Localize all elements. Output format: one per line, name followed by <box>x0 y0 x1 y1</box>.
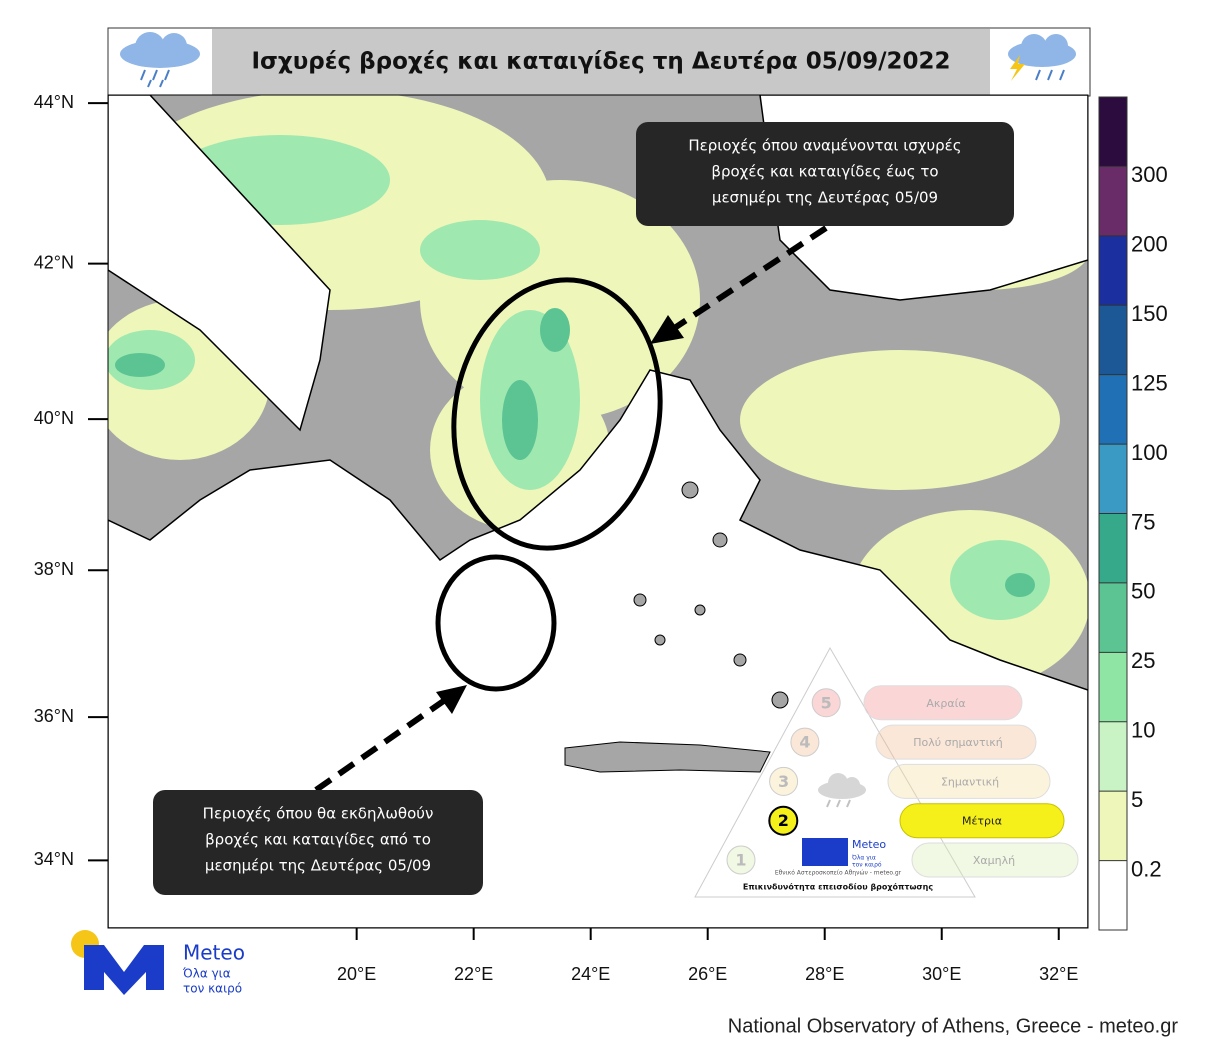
risk-pill <box>863 685 1023 721</box>
x-tick-label: 20°E <box>337 964 376 984</box>
pyramid-brand: Meteo <box>852 838 886 851</box>
pyramid-title: Επικινδυνότητα επεισοδίου βροχόπτωσης <box>743 882 933 892</box>
storm-icon <box>1008 34 1076 81</box>
risk-number: 1 <box>735 851 746 870</box>
colorbar-label: 75 <box>1131 509 1155 534</box>
y-tick-label: 42°N <box>34 252 74 272</box>
colorbar-label: 300 <box>1131 162 1168 187</box>
x-tick-label: 26°E <box>688 964 727 984</box>
x-tick-label: 28°E <box>805 964 844 984</box>
y-tick-label: 40°N <box>34 408 74 428</box>
colorbar-segment <box>1099 97 1127 167</box>
callout-text: βροχές και καταιγίδες έως το <box>711 163 938 181</box>
logo-slogan: τον καιρό <box>183 982 242 996</box>
colorbar-segment <box>1099 305 1127 375</box>
rain-icon <box>120 32 200 88</box>
risk-circle <box>726 845 756 875</box>
risk-pyramid: Meteo Όλα για τον καιρό Εθνικό Αστεροσκο… <box>694 646 1079 898</box>
risk-circle <box>811 688 841 718</box>
risk-label: Χαμηλή <box>973 854 1015 867</box>
risk-number: 3 <box>778 772 789 791</box>
colorbar-label: 0.2 <box>1131 856 1162 881</box>
x-tick-label: 30°E <box>922 964 961 984</box>
logo-brand: Meteo <box>183 941 245 965</box>
callout-text: βροχές και καταιγίδες από το <box>205 831 431 849</box>
pyramid-org: Εθνικό Αστεροσκοπείο Αθηνών - meteo.gr <box>775 870 902 877</box>
colorbar-segment <box>1099 166 1127 236</box>
footer: National Observatory of Athens, Greece -… <box>728 1015 1179 1037</box>
risk-pill <box>899 803 1065 839</box>
y-tick-label: 34°N <box>34 849 74 869</box>
colorbar-segment <box>1099 791 1127 861</box>
risk-pill <box>875 724 1037 760</box>
colorbar-segment <box>1099 652 1127 722</box>
colorbar-segment <box>1099 582 1127 653</box>
colorbar-segment <box>1099 721 1127 792</box>
callouts: Περιοχές όπου αναμένονται ισχυρές βροχές … <box>153 122 1014 895</box>
y-tick-label: 36°N <box>34 706 74 726</box>
risk-label: Σημαντική <box>941 775 999 788</box>
map-frame <box>107 94 1089 929</box>
colorbar-label: 5 <box>1131 787 1143 812</box>
callout-box <box>153 790 483 895</box>
title: Ισχυρές βροχές και καταιγίδες τη Δευτέρα… <box>251 49 950 75</box>
arrow-north <box>650 225 828 344</box>
colorbar-label: 100 <box>1131 440 1168 465</box>
y-tick-label: 44°N <box>34 92 74 112</box>
callout-box <box>636 122 1014 226</box>
risk-label: Μέτρια <box>962 815 1002 828</box>
y-tick-label: 38°N <box>34 559 74 579</box>
colorbar-label: 50 <box>1131 579 1155 604</box>
colorbar-label: 25 <box>1131 648 1155 673</box>
logo: Meteo Όλα για τον καιρό <box>71 930 245 996</box>
colorbar-label: 10 <box>1131 718 1155 743</box>
rain-heavy <box>115 308 1035 597</box>
pyramid-shape <box>694 646 976 898</box>
callout-text: Περιοχές όπου αναμένονται ισχυρές <box>688 137 961 155</box>
header-band <box>212 29 990 95</box>
colorbar-segment <box>1099 235 1127 306</box>
highlight-north <box>451 277 663 551</box>
colorbar-label: 125 <box>1131 370 1168 395</box>
risk-circle <box>768 805 799 836</box>
risk-pill <box>911 842 1079 878</box>
crete <box>564 741 771 773</box>
pyramid-slogan: τον καιρό <box>852 862 882 869</box>
risk-circle <box>769 766 799 796</box>
rain-moderate <box>108 135 1050 655</box>
risk-number: 4 <box>799 733 810 752</box>
risk-circle <box>790 727 820 757</box>
logo-slogan: Όλα για <box>182 967 231 981</box>
risk-number: 2 <box>778 811 789 830</box>
pyramid-logo <box>802 838 848 866</box>
arrow-south <box>314 685 467 793</box>
risk-pill <box>887 763 1051 799</box>
colorbar-segment <box>1099 860 1127 930</box>
colorbar-label: 150 <box>1131 301 1168 326</box>
x-tick-label: 24°E <box>571 964 610 984</box>
highlight-south <box>435 554 557 692</box>
colorbar-segment <box>1099 513 1127 583</box>
risk-number: 5 <box>821 693 832 712</box>
colorbar-segment <box>1099 444 1127 514</box>
colorbar-segment <box>1099 374 1127 445</box>
callout-text: μεσημέρι της Δευτέρας 05/09 <box>712 189 938 207</box>
colorbar-label: 200 <box>1131 232 1168 257</box>
cloud-icon <box>818 773 866 808</box>
islands <box>633 481 789 709</box>
pyramid-slogan: Όλα για <box>851 855 876 862</box>
x-tick-label: 32°E <box>1039 964 1078 984</box>
callout-text: Περιοχές όπου θα εκδηλωθούν <box>203 805 434 823</box>
risk-label: Ακραία <box>926 697 965 710</box>
x-tick-label: 22°E <box>454 964 493 984</box>
callout-text: μεσημέρι της Δευτέρας 05/09 <box>205 857 431 875</box>
risk-label: Πολύ σημαντική <box>913 736 1003 749</box>
